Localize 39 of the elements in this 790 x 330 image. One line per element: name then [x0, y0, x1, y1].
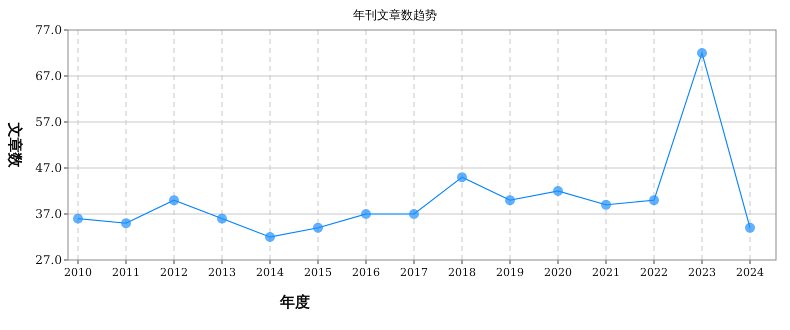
point — [649, 195, 659, 206]
point — [265, 232, 275, 242]
point — [745, 222, 755, 233]
point — [553, 186, 563, 196]
point — [169, 195, 179, 206]
point — [409, 209, 419, 219]
point — [457, 172, 467, 182]
y-tick-label: 37.0 — [35, 207, 62, 221]
x-tick-label: 2021 — [592, 266, 620, 279]
x-tick-label: 2019 — [496, 266, 524, 279]
point — [313, 222, 323, 233]
x-tick-label: 2015 — [304, 266, 332, 279]
y-tick-label: 67.0 — [35, 69, 62, 83]
x-tick-label: 2024 — [736, 266, 764, 279]
point — [73, 214, 83, 224]
y-tick-label: 47.0 — [35, 161, 62, 175]
x-tick-label: 2013 — [208, 266, 236, 279]
x-tick-label: 2014 — [256, 266, 284, 279]
x-tick-label: 2022 — [640, 266, 668, 279]
point — [697, 48, 707, 58]
x-tick-label: 2011 — [112, 266, 140, 279]
y-tick-label: 57.0 — [35, 115, 62, 129]
chart-title: 年刊文章数趋势 — [353, 8, 437, 22]
x-tick-label: 2017 — [400, 266, 428, 279]
x-tick-label: 2018 — [448, 266, 476, 279]
y-tick-label: 27.0 — [35, 253, 62, 267]
y-tick-label: 77.0 — [35, 23, 62, 37]
point — [505, 195, 515, 206]
y-axis-title: 文章数 — [6, 122, 24, 168]
x-tick-label: 2023 — [688, 266, 716, 279]
point — [217, 214, 227, 224]
x-tick-label: 2012 — [160, 266, 188, 279]
point — [121, 218, 131, 228]
point — [361, 209, 371, 219]
x-tick-label: 2010 — [64, 266, 92, 279]
x-tick-label: 2020 — [544, 266, 572, 279]
point — [601, 200, 611, 210]
x-tick-label: 2016 — [352, 266, 380, 279]
x-axis-title: 年度 — [279, 293, 310, 311]
